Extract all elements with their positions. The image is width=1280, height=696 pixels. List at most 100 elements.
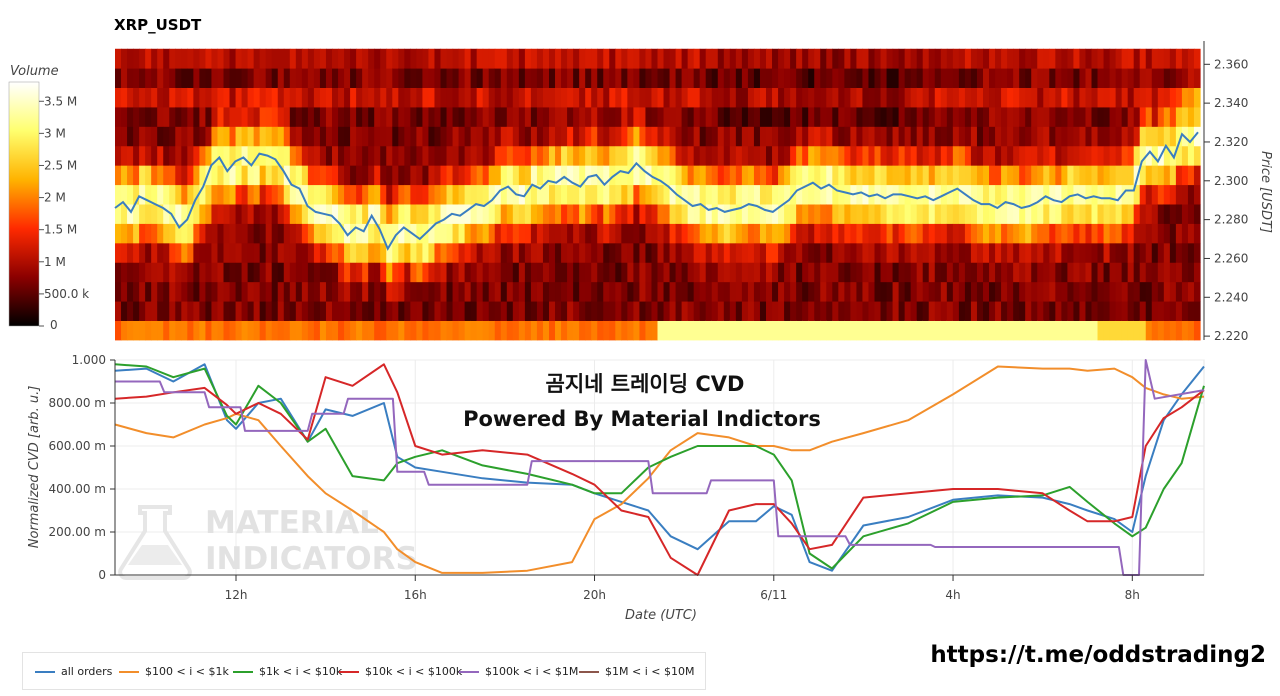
heatmap-cell (1007, 126, 1014, 147)
heatmap-cell (181, 242, 188, 263)
heatmap-cell (446, 281, 454, 302)
legend-item[interactable]: $100k < i < $1M (459, 665, 578, 678)
heatmap-cell (934, 223, 942, 244)
heatmap-cell (669, 262, 677, 283)
legend-item[interactable]: all orders (35, 665, 112, 678)
heatmap-cell (1055, 320, 1062, 341)
heatmap-cell (392, 301, 399, 321)
heatmap-cell (187, 87, 194, 108)
heatmap-cell (603, 126, 610, 147)
heatmap-cell (675, 242, 683, 263)
heatmap-cell (880, 281, 888, 302)
heatmap-cell (1019, 87, 1026, 108)
heatmap-cell (826, 48, 833, 69)
heatmap-cell (374, 223, 381, 244)
heatmap-cell (458, 87, 466, 108)
legend-item[interactable]: $1M < i < $10M (579, 665, 694, 678)
heatmap-cell (1007, 165, 1014, 186)
heatmap-cell (1007, 68, 1014, 88)
heatmap-cell (464, 107, 472, 127)
heatmap-cell (1007, 48, 1014, 69)
heatmap-cell (958, 165, 966, 186)
heatmap-cell (621, 48, 628, 69)
heatmap-cell (868, 126, 876, 147)
heatmap-cell (729, 320, 737, 341)
heatmap-cell (1109, 223, 1117, 244)
heatmap-cell (470, 184, 478, 205)
heatmap-cell (1013, 87, 1020, 108)
heatmap-cell (1163, 262, 1171, 283)
heatmap-cell (217, 223, 225, 244)
heatmap-cell (850, 165, 858, 186)
heatmap-cell (591, 68, 598, 88)
heatmap-cell (627, 320, 634, 341)
legend-item[interactable]: $100 < i < $1k (119, 665, 229, 678)
heatmap-cell (476, 281, 484, 302)
heatmap-cell (452, 184, 460, 205)
heatmap-cell (579, 48, 586, 69)
heatmap-cell (983, 204, 990, 224)
heatmap-cell (392, 262, 399, 283)
heatmap-cell (211, 87, 219, 108)
heatmap-cell (434, 145, 442, 166)
heatmap-cell (338, 87, 345, 108)
heatmap-cell (1025, 165, 1032, 186)
heatmap-cell (1025, 262, 1032, 283)
heatmap-cell (380, 165, 387, 186)
heatmap-cell (549, 107, 556, 127)
legend-item[interactable]: $10k < i < $100k (339, 665, 462, 678)
telegram-url[interactable]: https://t.me/oddstrading2 (930, 642, 1266, 668)
heatmap-cell (199, 301, 207, 321)
heatmap-cell (1067, 145, 1075, 166)
heatmap-cell (904, 48, 912, 69)
heatmap-cell (922, 145, 930, 166)
heatmap-cell (663, 145, 671, 166)
heatmap-cell (121, 262, 128, 283)
heatmap-cell (506, 107, 514, 127)
heatmap-cell (814, 68, 821, 88)
heatmap-cell (398, 204, 405, 224)
heatmap-cell (193, 68, 200, 88)
heatmap-cell (735, 301, 743, 321)
heatmap-cell (1001, 48, 1008, 69)
heatmap-cell (970, 145, 978, 166)
heatmap-cell (856, 48, 864, 69)
heatmap-cell (313, 204, 321, 224)
heatmap-cell (934, 204, 942, 224)
heatmap-cell (464, 68, 472, 88)
heatmap-cell (1175, 262, 1183, 283)
heatmap-cell (1151, 281, 1159, 302)
heatmap-cell (723, 126, 731, 147)
heatmap-cell (687, 145, 695, 166)
legend-item[interactable]: $1k < i < $10k (233, 665, 342, 678)
heatmap-cell (826, 165, 833, 186)
heatmap-cell (711, 204, 719, 224)
heatmap-cell (181, 48, 188, 69)
heatmap-cell (1139, 320, 1147, 341)
heatmap-cell (542, 223, 550, 244)
heatmap-cell (362, 145, 369, 166)
heatmap-cell (458, 184, 466, 205)
heatmap-cell (1013, 145, 1020, 166)
heatmap-cell (121, 184, 128, 205)
heatmap-cell (229, 320, 237, 341)
heatmap-cell (1115, 68, 1123, 88)
heatmap-cell (398, 87, 405, 108)
heatmap-cell (271, 223, 279, 244)
heatmap-cell (904, 242, 912, 263)
heatmap-cell (1187, 301, 1195, 321)
heatmap-cell (1151, 126, 1159, 147)
heatmap-cell (1025, 68, 1032, 88)
heatmap-cell (133, 145, 140, 166)
heatmap-cell (1097, 320, 1105, 341)
heatmap-cell (253, 126, 261, 147)
heatmap-cell (410, 184, 417, 205)
heatmap-cell (705, 223, 713, 244)
heatmap-cell (422, 165, 430, 186)
heatmap-cell (952, 204, 960, 224)
heatmap-cell (687, 184, 695, 205)
heatmap-cell (488, 262, 496, 283)
heatmap-cell (181, 126, 188, 147)
heatmap-cell (717, 301, 725, 321)
heatmap-cell (687, 107, 695, 127)
